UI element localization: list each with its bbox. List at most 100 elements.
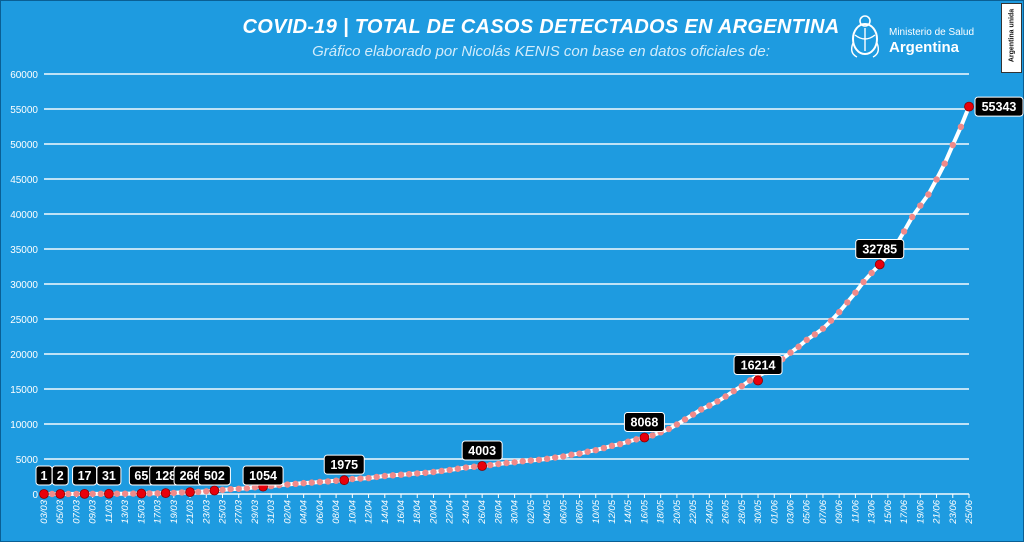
data-label-box [242,465,284,486]
x-tick-label: 09/03 [88,499,99,523]
data-label: 31 [102,469,116,483]
data-point [933,176,940,183]
x-tick-label: 05/06 [802,499,813,523]
data-point [349,475,356,483]
x-tick-label: 11/06 [850,499,861,523]
data-label: 128 [155,469,176,483]
series-cases [40,103,973,498]
data-label-box [623,412,665,433]
data-point [422,469,429,476]
data-point [689,411,697,418]
data-label: 8068 [631,416,659,430]
data-point [560,453,567,460]
data-point [827,317,835,324]
data-point [495,460,502,468]
data-point [568,451,575,458]
highlight-point [79,488,90,499]
data-point [511,459,518,466]
data-point [795,343,802,350]
data-point [243,485,251,492]
data-point [681,416,689,423]
x-tick-label: 24/05 [704,499,715,524]
data-point [917,202,924,209]
x-tick-label: 16/05 [639,499,650,523]
series-line [44,105,971,496]
x-tick-label: 03/06 [785,499,796,523]
data-point [835,308,843,316]
highlight-point [185,487,195,498]
data-label: 1975 [330,458,358,472]
x-tick-label: 07/03 [71,499,82,523]
highlight-point [160,488,171,499]
y-tick-label: 20000 [10,350,38,361]
x-tick-label: 30/05 [753,499,764,523]
data-point [405,470,413,478]
y-tick-label: 25000 [10,315,38,326]
data-point [73,490,80,498]
data-label-box [974,96,1024,117]
data-label-box [323,454,365,475]
data-point [803,336,810,344]
x-tick-label: 05/03 [55,499,66,523]
x-tick-label: 03/03 [39,499,50,523]
data-point [365,474,372,482]
data-label-box [461,440,503,461]
x-tick-label: 17/06 [899,499,910,523]
x-tick-label: 18/04 [412,500,423,524]
highlight-point [39,489,49,499]
x-tick-label: 23/03 [201,499,212,524]
data-point [446,466,453,474]
chart-title: COVID-19 | TOTAL DE CASOS DETECTADOS EN … [242,16,840,38]
data-point [487,461,494,469]
data-point [625,438,632,445]
highlight-point [874,259,885,270]
data-point [203,488,210,495]
data-point [787,349,794,356]
data-point [551,454,559,461]
highlight-point [209,485,220,496]
data-label: 266 [180,469,201,483]
y-axis: 0 5000 10000 15000 20000 25000 30000 35000 40000… [10,70,38,501]
x-tick-label: 15/06 [883,499,894,523]
data-point [65,490,72,498]
data-point [941,160,948,167]
highlight-point [639,432,650,443]
data-point [819,325,827,332]
highlight-point [55,489,66,499]
data-point [616,440,624,448]
y-tick-label: 50000 [10,140,38,151]
data-point [414,470,421,477]
y-tick-label: 40000 [10,210,38,221]
data-label-box [96,465,122,486]
data-point [113,490,121,497]
x-tick-label: 10/05 [591,499,602,523]
data-point [438,467,445,475]
data-point [543,455,551,463]
data-point [584,448,591,455]
x-axis: 03/03 05/03 07/03 09/03 11/03 13/03 15/03 17/03… [39,494,975,525]
x-tick-label: 06/04 [315,500,326,524]
data-label: 55343 [982,100,1017,114]
data-point [146,490,153,497]
x-tick-label: 24/04 [461,500,472,525]
data-point [462,464,470,471]
x-tick-label: 07/06 [818,499,829,523]
x-tick-label: 02/04 [282,500,293,524]
data-point [665,425,672,433]
data-point [178,489,186,496]
x-tick-label: 26/05 [721,499,732,524]
data-point [925,191,932,198]
data-label-box [51,465,69,486]
ministry-logo: Ministerio de Salud Argentina [847,13,987,61]
x-tick-label: 13/03 [120,499,131,523]
data-point [633,436,640,443]
data-point [227,485,234,493]
data-point [714,398,721,405]
x-tick-label: 22/04 [445,500,456,525]
x-tick-label: 20/05 [672,499,683,524]
x-tick-label: 29/03 [250,499,261,524]
x-tick-label: 08/05 [575,499,586,523]
data-point [600,444,608,452]
data-point [292,480,299,488]
data-point [852,289,859,296]
